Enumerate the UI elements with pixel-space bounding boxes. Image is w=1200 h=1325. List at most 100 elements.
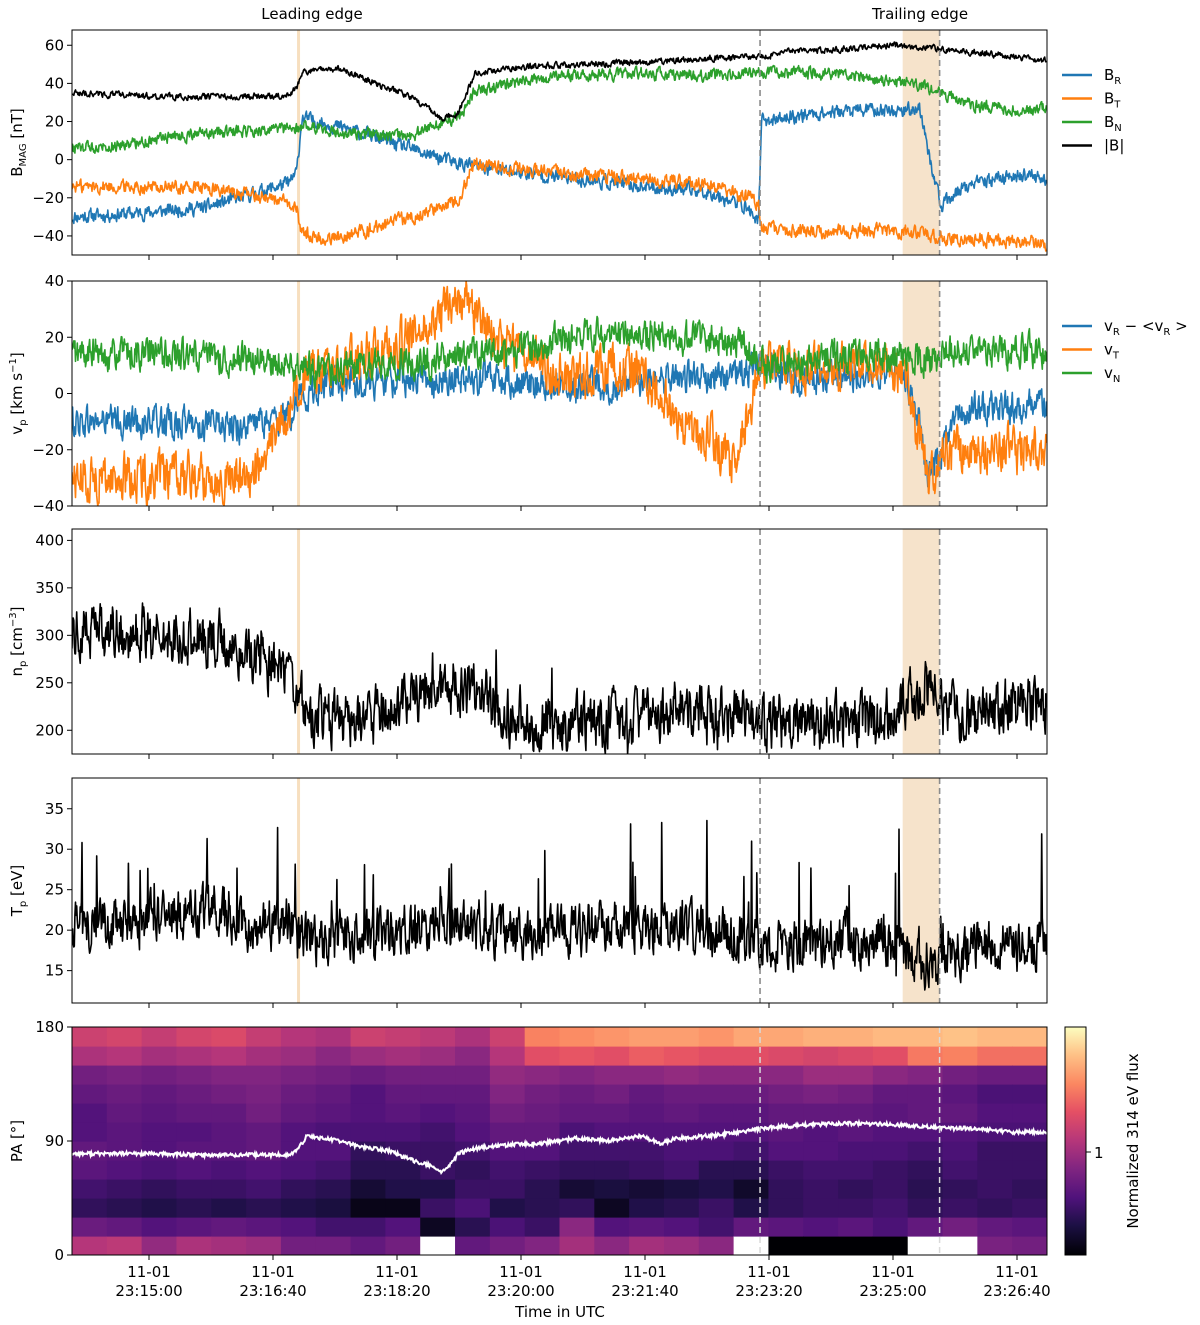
heatmap-cell bbox=[106, 1198, 143, 1218]
heatmap-cell bbox=[489, 1217, 526, 1237]
heatmap-cell bbox=[315, 1236, 352, 1255]
heatmap-cell bbox=[1012, 1160, 1047, 1180]
heatmap-cell bbox=[838, 1084, 874, 1104]
heatmap-cell bbox=[663, 1103, 700, 1123]
heatmap-cell bbox=[489, 1065, 526, 1085]
heatmap-cell bbox=[559, 1046, 595, 1066]
heatmap-cell bbox=[698, 1160, 735, 1180]
heatmap-cell bbox=[141, 1046, 178, 1066]
heatmap-cell bbox=[176, 1103, 212, 1123]
heatmap-cell bbox=[733, 1027, 770, 1047]
heatmap-cell bbox=[72, 1065, 108, 1085]
y-tick-label: 400 bbox=[35, 531, 64, 549]
heatmap-cell bbox=[246, 1198, 282, 1218]
y-tick-label: 40 bbox=[45, 74, 64, 92]
y-axis-label: BMAG [nT] bbox=[8, 108, 29, 177]
heatmap-cell bbox=[350, 1103, 386, 1123]
heatmap-cell bbox=[72, 1103, 108, 1123]
heatmap-cell bbox=[559, 1065, 595, 1085]
x-tick-date: 11-01 bbox=[747, 1263, 791, 1281]
y-tick-label: 200 bbox=[35, 721, 64, 739]
heatmap-cell bbox=[350, 1084, 386, 1104]
heatmap-cell bbox=[246, 1103, 282, 1123]
heatmap-cell bbox=[663, 1084, 700, 1104]
heatmap-cell bbox=[141, 1065, 178, 1085]
heatmap-cell bbox=[420, 1027, 456, 1047]
heatmap-cell bbox=[455, 1160, 491, 1180]
y-tick-label: 60 bbox=[45, 36, 64, 54]
plot-area-5 bbox=[72, 1027, 1047, 1255]
heatmap-cell bbox=[733, 1046, 770, 1066]
heatmap-cell bbox=[768, 1027, 804, 1047]
heatmap-cell bbox=[72, 1179, 108, 1199]
heatmap-cell bbox=[280, 1027, 317, 1047]
heatmap-cell bbox=[594, 1217, 630, 1237]
heatmap-cell bbox=[106, 1217, 143, 1237]
heatmap-cell bbox=[455, 1179, 491, 1199]
heatmap-cell bbox=[559, 1027, 595, 1047]
legend-label: BT bbox=[1104, 90, 1121, 111]
heatmap-cell bbox=[942, 1198, 978, 1218]
heatmap-cell bbox=[385, 1084, 421, 1104]
heatmap-cell bbox=[698, 1084, 735, 1104]
heatmap-cell bbox=[559, 1236, 595, 1255]
heatmap-cell bbox=[211, 1065, 247, 1085]
heatmap-cell bbox=[246, 1122, 282, 1142]
heatmap-cell bbox=[385, 1103, 421, 1123]
heatmap-cell bbox=[698, 1103, 735, 1123]
figure-annotations: Leading edge Trailing edge bbox=[261, 5, 968, 23]
heatmap-cell bbox=[838, 1141, 874, 1161]
heatmap-cell bbox=[246, 1217, 282, 1237]
heatmap-cell bbox=[803, 1046, 839, 1066]
heatmap-cell bbox=[1012, 1217, 1047, 1237]
heatmap-cell bbox=[594, 1027, 630, 1047]
heatmap-cell bbox=[315, 1122, 352, 1142]
heatmap-cell bbox=[733, 1179, 770, 1199]
heatmap-cell bbox=[698, 1027, 735, 1047]
heatmap-cell bbox=[455, 1065, 491, 1085]
heatmap-cell bbox=[141, 1160, 178, 1180]
heatmap-cell bbox=[907, 1046, 944, 1066]
colorbar-label: Normalized 314 eV flux bbox=[1124, 1053, 1142, 1228]
heatmap-cell bbox=[489, 1160, 526, 1180]
plot-area-4 bbox=[72, 778, 1047, 1003]
heatmap-cell bbox=[629, 1217, 665, 1237]
heatmap-cell bbox=[489, 1122, 526, 1142]
x-tick-time: 23:18:20 bbox=[363, 1282, 430, 1300]
y-tick-label: 0 bbox=[54, 151, 64, 169]
heatmap-cell bbox=[803, 1236, 839, 1255]
heatmap-cell bbox=[106, 1160, 143, 1180]
heatmap-cell bbox=[838, 1027, 874, 1047]
heatmap-cell bbox=[420, 1198, 456, 1218]
heatmap-cell bbox=[803, 1198, 839, 1218]
heatmap-cell bbox=[872, 1217, 909, 1237]
legend-label: |B| bbox=[1104, 137, 1124, 155]
heatmap-cell bbox=[838, 1065, 874, 1085]
heatmap-cell bbox=[594, 1198, 630, 1218]
heatmap-cell bbox=[838, 1046, 874, 1066]
y-axis-label: PA [°] bbox=[8, 1120, 26, 1162]
heatmap-cell bbox=[1012, 1065, 1047, 1085]
heatmap-cell bbox=[524, 1179, 561, 1199]
heatmap-cell bbox=[350, 1046, 386, 1066]
series-line-vn bbox=[72, 315, 1047, 390]
heatmap-cell bbox=[942, 1217, 978, 1237]
heatmap-cell bbox=[872, 1027, 909, 1047]
heatmap-cell bbox=[1012, 1027, 1047, 1047]
heatmap-cell bbox=[942, 1141, 978, 1161]
colorbar bbox=[1064, 1026, 1087, 1256]
heatmap-cell bbox=[280, 1236, 317, 1255]
heatmap-cell bbox=[176, 1046, 212, 1066]
heatmap-cell bbox=[489, 1236, 526, 1255]
heatmap-cell bbox=[350, 1065, 386, 1085]
heatmap-cell bbox=[872, 1141, 909, 1161]
heatmap-cell bbox=[350, 1160, 386, 1180]
heatmap-cell bbox=[106, 1065, 143, 1085]
heatmap-cell bbox=[489, 1046, 526, 1066]
heatmap-cell bbox=[698, 1046, 735, 1066]
heatmap-cell bbox=[733, 1236, 770, 1255]
y-tick-label: 20 bbox=[45, 921, 64, 939]
heatmap-cell bbox=[803, 1179, 839, 1199]
